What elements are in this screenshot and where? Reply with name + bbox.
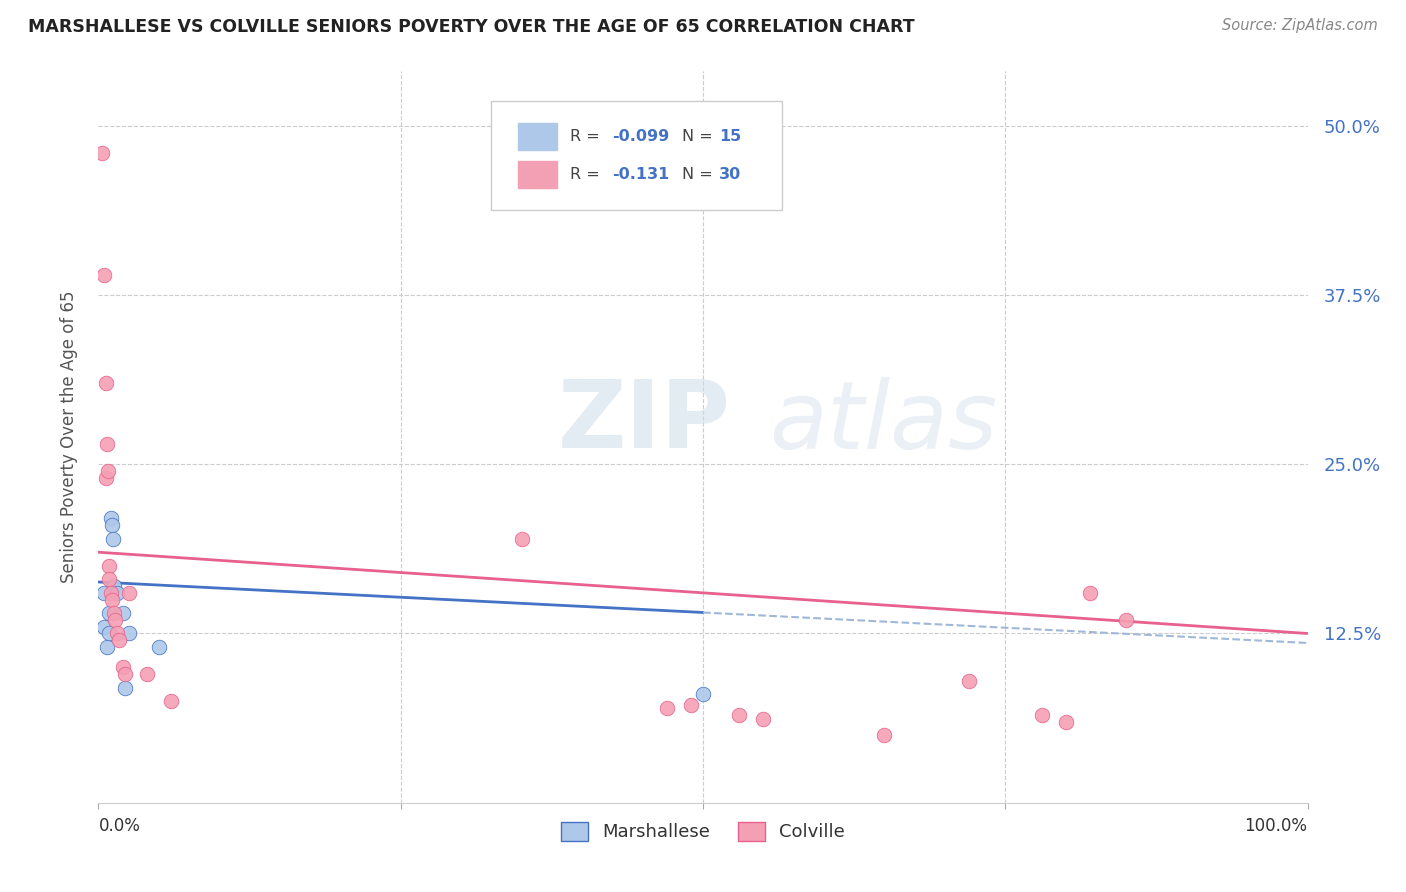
Colville [97, 464, 120, 478]
Text: N =: N = [682, 129, 718, 144]
Colville [752, 712, 775, 726]
Marshallese [148, 640, 170, 654]
Text: 30: 30 [718, 167, 741, 182]
Text: -0.131: -0.131 [613, 167, 669, 182]
Colville [100, 592, 122, 607]
Marshallese [118, 626, 141, 640]
Colville [94, 471, 117, 485]
Bar [517, 122, 557, 151]
Y-axis label: Seniors Poverty Over the Age of 65: Seniors Poverty Over the Age of 65 [59, 291, 77, 583]
Colville [114, 667, 136, 681]
Colville [103, 606, 125, 620]
Marshallese [103, 579, 125, 593]
Text: 15: 15 [718, 129, 741, 144]
Colville [1078, 586, 1101, 600]
Marshallese [100, 511, 122, 525]
Text: atlas: atlas [769, 377, 998, 468]
Colville [679, 698, 702, 713]
Marshallese [111, 606, 134, 620]
Colville [1115, 613, 1137, 627]
Legend: Marshallese, Colville: Marshallese, Colville [554, 814, 852, 848]
Marshallese [692, 688, 714, 702]
Colville [108, 633, 131, 648]
Text: Source: ZipAtlas.com: Source: ZipAtlas.com [1222, 18, 1378, 33]
Colville [160, 694, 183, 708]
Marshallese [105, 586, 128, 600]
Colville [655, 701, 678, 715]
Colville [98, 558, 121, 573]
Colville [104, 613, 127, 627]
Bar [517, 161, 557, 188]
Text: ZIP: ZIP [558, 376, 731, 468]
Marshallese [93, 586, 115, 600]
Marshallese [100, 518, 122, 533]
Marshallese [101, 532, 124, 546]
Text: N =: N = [682, 167, 718, 182]
Text: 0.0%: 0.0% [98, 816, 141, 835]
Marshallese [114, 681, 136, 695]
Colville [96, 437, 118, 451]
Colville [94, 376, 117, 390]
Text: R =: R = [569, 167, 610, 182]
Text: 100.0%: 100.0% [1244, 816, 1308, 835]
FancyBboxPatch shape [492, 101, 782, 211]
Marshallese [98, 606, 121, 620]
Colville [957, 673, 980, 688]
Text: -0.099: -0.099 [613, 129, 669, 144]
Colville [728, 707, 751, 722]
Text: R =: R = [569, 129, 605, 144]
Marshallese [93, 620, 115, 634]
Colville [98, 572, 121, 586]
Colville [91, 145, 114, 160]
Colville [118, 586, 141, 600]
Colville [135, 667, 157, 681]
Colville [873, 728, 896, 742]
Text: MARSHALLESE VS COLVILLE SENIORS POVERTY OVER THE AGE OF 65 CORRELATION CHART: MARSHALLESE VS COLVILLE SENIORS POVERTY … [28, 18, 915, 36]
Colville [1031, 707, 1053, 722]
Colville [100, 586, 122, 600]
Colville [1054, 714, 1077, 729]
Marshallese [98, 626, 121, 640]
Colville [510, 532, 533, 546]
Colville [111, 660, 134, 674]
Colville [105, 626, 128, 640]
Marshallese [96, 640, 118, 654]
Colville [93, 268, 115, 282]
